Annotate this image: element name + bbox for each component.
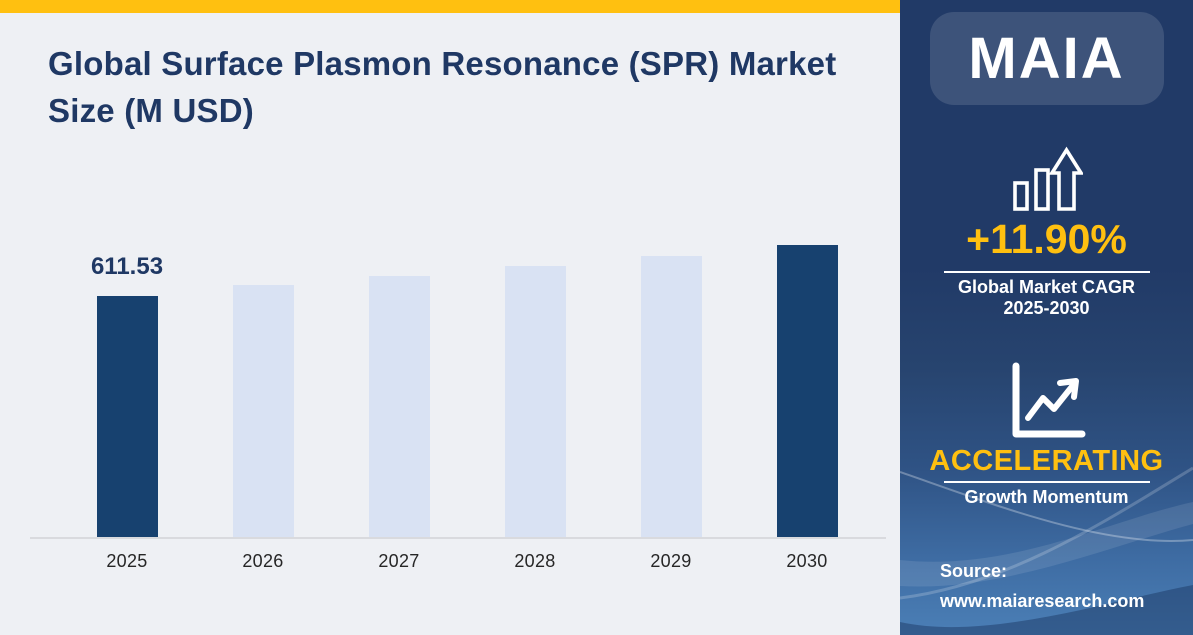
x-axis-label-2028: 2028: [514, 551, 556, 571]
cagr-value: +11.90%: [966, 216, 1127, 262]
x-axis-label-2026: 2026: [242, 551, 284, 571]
bar-2030: [776, 245, 838, 537]
bar-column-2025: 611.53: [59, 240, 195, 537]
x-axis-label-2029: 2029: [650, 551, 692, 571]
momentum-divider: [943, 481, 1150, 483]
bar-2029: [640, 256, 702, 537]
x-axis-line: [30, 537, 886, 539]
logo-maia: MAIA: [968, 26, 1125, 91]
sidebar-swoosh-decoration: [900, 466, 1193, 635]
bar-column-2029: [603, 240, 739, 537]
bar-column-2027: [331, 240, 467, 537]
bar-value-label-2025: 611.53: [90, 253, 164, 281]
bar-column-2028: [467, 240, 603, 537]
chart-title: Global Surface Plasmon Resonance (SPR) M…: [48, 45, 837, 129]
x-axis-label-2025: 2025: [106, 551, 148, 571]
cagr-divider: [943, 271, 1150, 273]
bar-2026: [232, 285, 294, 537]
sidebar: MAIA +11.90% Global Market CAGR 2025-203…: [900, 0, 1193, 635]
source-url[interactable]: www.maiaresearch.com: [940, 591, 1145, 611]
bar-2025: [96, 296, 158, 537]
chart-panel: Global Surface Plasmon Resonance (SPR) M…: [0, 0, 900, 635]
momentum-value: ACCELERATING: [929, 445, 1164, 477]
x-axis-label-2030: 2030: [786, 551, 828, 571]
bar-column-2030: [739, 240, 875, 537]
x-axis-labels: 2025 2026 2027 2028 2029 2030: [59, 551, 875, 572]
bar-plot: 611.53: [59, 240, 875, 537]
line-chart-arrow-icon: [1012, 362, 1085, 438]
bar-chart-up-arrow-icon: [1012, 146, 1083, 211]
momentum-label: Growth Momentum: [964, 487, 1129, 507]
source-block: Source: www.maiaresearch.com: [940, 556, 1144, 616]
x-axis-label-2027: 2027: [378, 551, 420, 571]
cagr-label-line1: Global Market CAGR: [957, 277, 1136, 297]
logo-container: MAIA: [929, 12, 1164, 105]
bar-2027: [368, 275, 430, 537]
cagr-label-line2: 2025-2030: [1003, 298, 1090, 318]
source-label: Source:: [940, 561, 1008, 581]
top-accent-bar: [0, 0, 900, 13]
bar-column-2026: [195, 240, 331, 537]
bar-2028: [504, 266, 566, 537]
